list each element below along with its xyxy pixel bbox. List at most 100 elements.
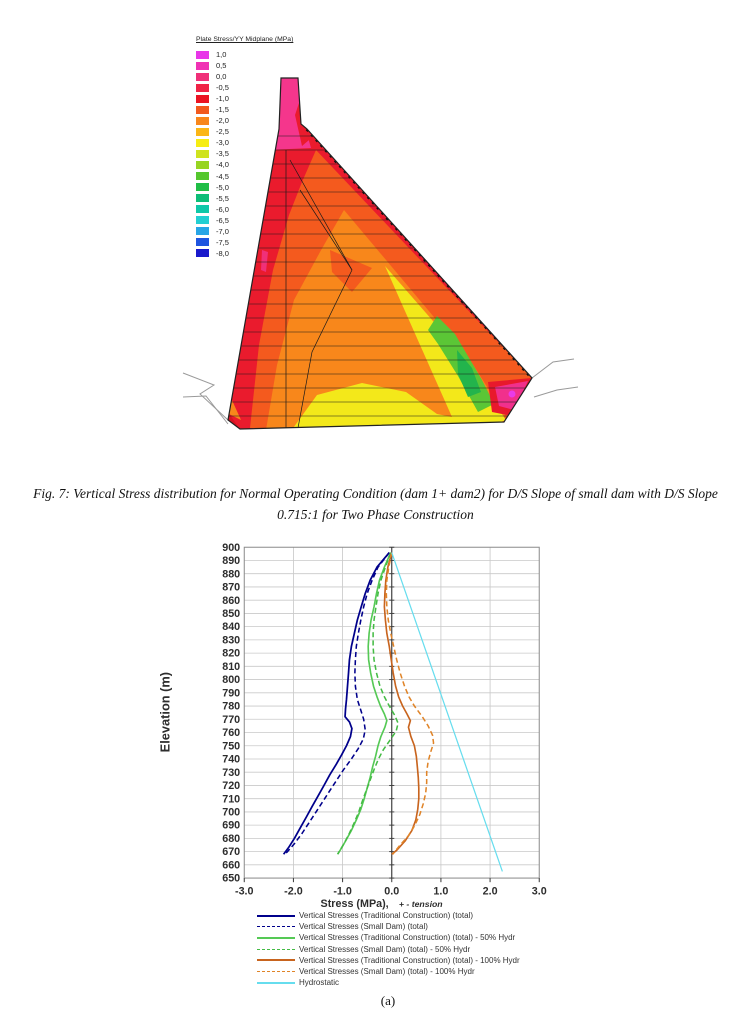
y-tick-label: 680 — [222, 833, 240, 845]
y-tick-label: 840 — [222, 621, 240, 633]
y-tick-label: 780 — [222, 701, 240, 713]
series-line-6 — [391, 552, 503, 872]
contour-color-legend: Plate Stress/YY Midplane (MPa) 1,0 0,5 0,0… — [196, 36, 293, 259]
contour-legend-swatch — [196, 116, 209, 125]
toe-magenta-spot — [508, 390, 516, 398]
chart-legend-line-sample — [257, 936, 295, 939]
contour-legend-row: -1,5 — [196, 104, 293, 115]
x-tick-label: -2.0 — [284, 885, 303, 897]
chart-legend-label: Vertical Stresses (Small Dam) (total) - … — [299, 967, 475, 977]
series-line-5 — [385, 552, 435, 855]
contour-legend-title: Plate Stress/YY Midplane (MPa) — [196, 36, 294, 43]
contour-legend-row: -4,5 — [196, 171, 293, 182]
y-tick-label: 790 — [222, 687, 240, 699]
lift-lines — [228, 135, 532, 417]
contour-legend-swatch — [196, 72, 209, 81]
contour-legend-value: -8,0 — [216, 248, 229, 258]
contour-legend-row: -3,5 — [196, 148, 293, 159]
contour-legend-row: -8,0 — [196, 248, 293, 259]
y-tick-label: 700 — [222, 806, 240, 818]
chart-legend-label: Vertical Stresses (Traditional Construct… — [299, 955, 520, 965]
contour-legend-row: -4,0 — [196, 159, 293, 170]
chart-legend-row: Vertical Stresses (Small Dam) (total) - … — [257, 944, 520, 955]
contour-sliver-pink — [261, 250, 268, 272]
contour-legend-value: -4,5 — [216, 171, 229, 181]
contour-legend-swatch — [196, 160, 209, 169]
chart-legend-label: Vertical Stresses (Small Dam) (total) - … — [299, 944, 471, 954]
figure-caption-line1: Fig. 7: Vertical Stress distribution for… — [33, 486, 718, 501]
y-tick-label: 850 — [222, 608, 240, 620]
ground-lines — [182, 358, 579, 425]
contour-legend-value: -5,5 — [216, 193, 229, 203]
y-tick-label: 740 — [222, 754, 240, 766]
series-line-4 — [383, 552, 420, 855]
x-tick-label: 3.0 — [532, 885, 547, 897]
dam-contour-svg — [182, 77, 579, 430]
chart-legend-line-sample — [257, 914, 295, 917]
contour-legend-swatch — [196, 216, 209, 225]
contour-blob-orangered — [330, 250, 372, 292]
chart-legend: Vertical Stresses (Traditional Construct… — [257, 910, 520, 988]
y-tick-label: 670 — [222, 846, 240, 858]
x-axis-title: Stress (MPa), — [321, 898, 389, 910]
contour-legend-row: 0,5 — [196, 60, 293, 71]
contour-legend-swatch — [196, 238, 209, 247]
construction-joint-lines — [285, 150, 353, 429]
chart-axes — [243, 546, 540, 883]
contour-legend-swatch — [196, 183, 209, 192]
contour-legend-swatch — [196, 149, 209, 158]
contour-legend-swatch — [196, 94, 209, 103]
y-tick-label: 760 — [222, 727, 240, 739]
y-tick-label: 650 — [222, 873, 240, 885]
contour-legend-value: -1,0 — [216, 94, 229, 104]
contour-legend-row: -3,0 — [196, 137, 293, 148]
y-tick-label: 900 — [222, 542, 240, 554]
y-tick-label: 770 — [222, 714, 240, 726]
contour-legend-swatch — [196, 249, 209, 258]
series-line-0 — [282, 552, 390, 855]
x-axis-note: + - tension — [399, 899, 443, 909]
contour-legend-value: -3,5 — [216, 149, 229, 159]
contour-legend-swatch — [196, 50, 209, 59]
chart-legend-row: Vertical Stresses (Traditional Construct… — [257, 932, 520, 943]
contour-legend-row: -1,0 — [196, 93, 293, 104]
x-tick-label: -3.0 — [235, 885, 254, 897]
chart-legend-row: Vertical Stresses (Small Dam) (total) - … — [257, 966, 520, 977]
contour-legend-swatch — [196, 105, 209, 114]
y-axis-title: Elevation (m) — [157, 672, 172, 752]
chart-tick-labels: -3.0 -2.0 -1.0 0.0 1.0 2.0 3.09008908808708608… — [222, 542, 547, 898]
contour-legend-swatch — [196, 61, 209, 70]
contour-legend-swatch — [196, 227, 209, 236]
contour-legend-swatch — [196, 205, 209, 214]
contour-legend-row: 1,0 — [196, 49, 293, 60]
stress-elevation-chart: -3.0 -2.0 -1.0 0.0 1.0 2.0 3.09008908808708608… — [157, 542, 547, 910]
series-line-2 — [336, 552, 392, 855]
figure-caption: Fig. 7: Vertical Stress distribution for… — [0, 484, 751, 526]
y-tick-label: 800 — [222, 674, 240, 686]
y-tick-label: 720 — [222, 780, 240, 792]
x-tick-label: 0.0 — [384, 885, 399, 897]
contour-legend-value: -2,5 — [216, 127, 229, 137]
chart-legend-label: Vertical Stresses (Small Dam) (total) — [299, 922, 428, 932]
contour-legend-row: -2,0 — [196, 115, 293, 126]
x-tick-label: 2.0 — [483, 885, 498, 897]
contour-legend-value: -4,0 — [216, 160, 229, 170]
y-tick-label: 890 — [222, 555, 240, 567]
y-tick-label: 730 — [222, 767, 240, 779]
contour-legend-value: -5,0 — [216, 182, 229, 192]
series-line-1 — [284, 552, 390, 855]
contour-band-darkgreen — [457, 350, 481, 397]
contour-legend-swatch — [196, 194, 209, 203]
contour-legend-value: 1,0 — [216, 50, 227, 60]
contour-legend-value: -6,0 — [216, 204, 229, 214]
contour-legend-swatch — [196, 83, 209, 92]
contour-legend-row: -5,0 — [196, 182, 293, 193]
contour-legend-row: -5,5 — [196, 193, 293, 204]
chart-legend-label: Vertical Stresses (Traditional Construct… — [299, 911, 473, 921]
contour-legend-row: 0,0 — [196, 71, 293, 82]
contour-legend-value: -3,0 — [216, 138, 229, 148]
contour-band-yellow — [291, 266, 506, 429]
chart-legend-label: Hydrostatic — [299, 978, 340, 988]
chart-legend-line-sample — [257, 926, 295, 928]
